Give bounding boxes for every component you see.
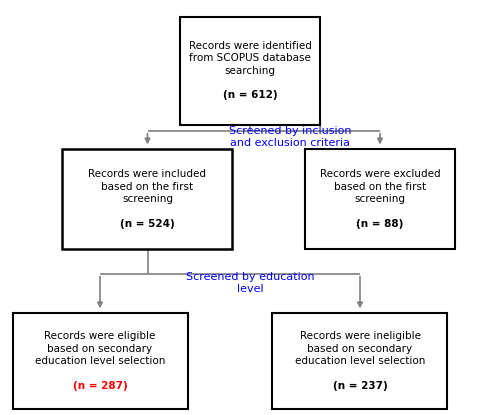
Text: Records were ineligible: Records were ineligible (300, 331, 420, 341)
Text: searching: searching (224, 66, 276, 76)
Text: screening: screening (122, 194, 173, 204)
Text: Records were identified: Records were identified (188, 41, 312, 51)
Text: Records were eligible: Records were eligible (44, 331, 156, 341)
FancyBboxPatch shape (12, 313, 188, 409)
Text: (n = 612): (n = 612) (222, 90, 278, 100)
FancyBboxPatch shape (62, 149, 232, 249)
Text: based on the first: based on the first (102, 182, 194, 192)
Text: Records were excluded: Records were excluded (320, 169, 440, 179)
Text: based on secondary: based on secondary (48, 344, 152, 354)
Text: (n = 237): (n = 237) (332, 381, 388, 391)
FancyBboxPatch shape (180, 17, 320, 124)
Text: (n = 524): (n = 524) (120, 219, 175, 229)
FancyBboxPatch shape (272, 313, 448, 409)
Text: Screened by inclusion
and exclusion criteria: Screened by inclusion and exclusion crit… (229, 126, 351, 148)
Text: from SCOPUS database: from SCOPUS database (189, 53, 311, 63)
Text: education level selection: education level selection (295, 356, 425, 366)
FancyBboxPatch shape (305, 149, 455, 249)
Text: (n = 287): (n = 287) (72, 381, 128, 391)
Text: based on the first: based on the first (334, 182, 426, 192)
Text: Screened by education
level: Screened by education level (186, 272, 314, 294)
Text: based on secondary: based on secondary (308, 344, 412, 354)
Text: (n = 88): (n = 88) (356, 219, 404, 229)
Text: screening: screening (354, 194, 406, 204)
Text: Records were included: Records were included (88, 169, 206, 179)
Text: education level selection: education level selection (35, 356, 165, 366)
